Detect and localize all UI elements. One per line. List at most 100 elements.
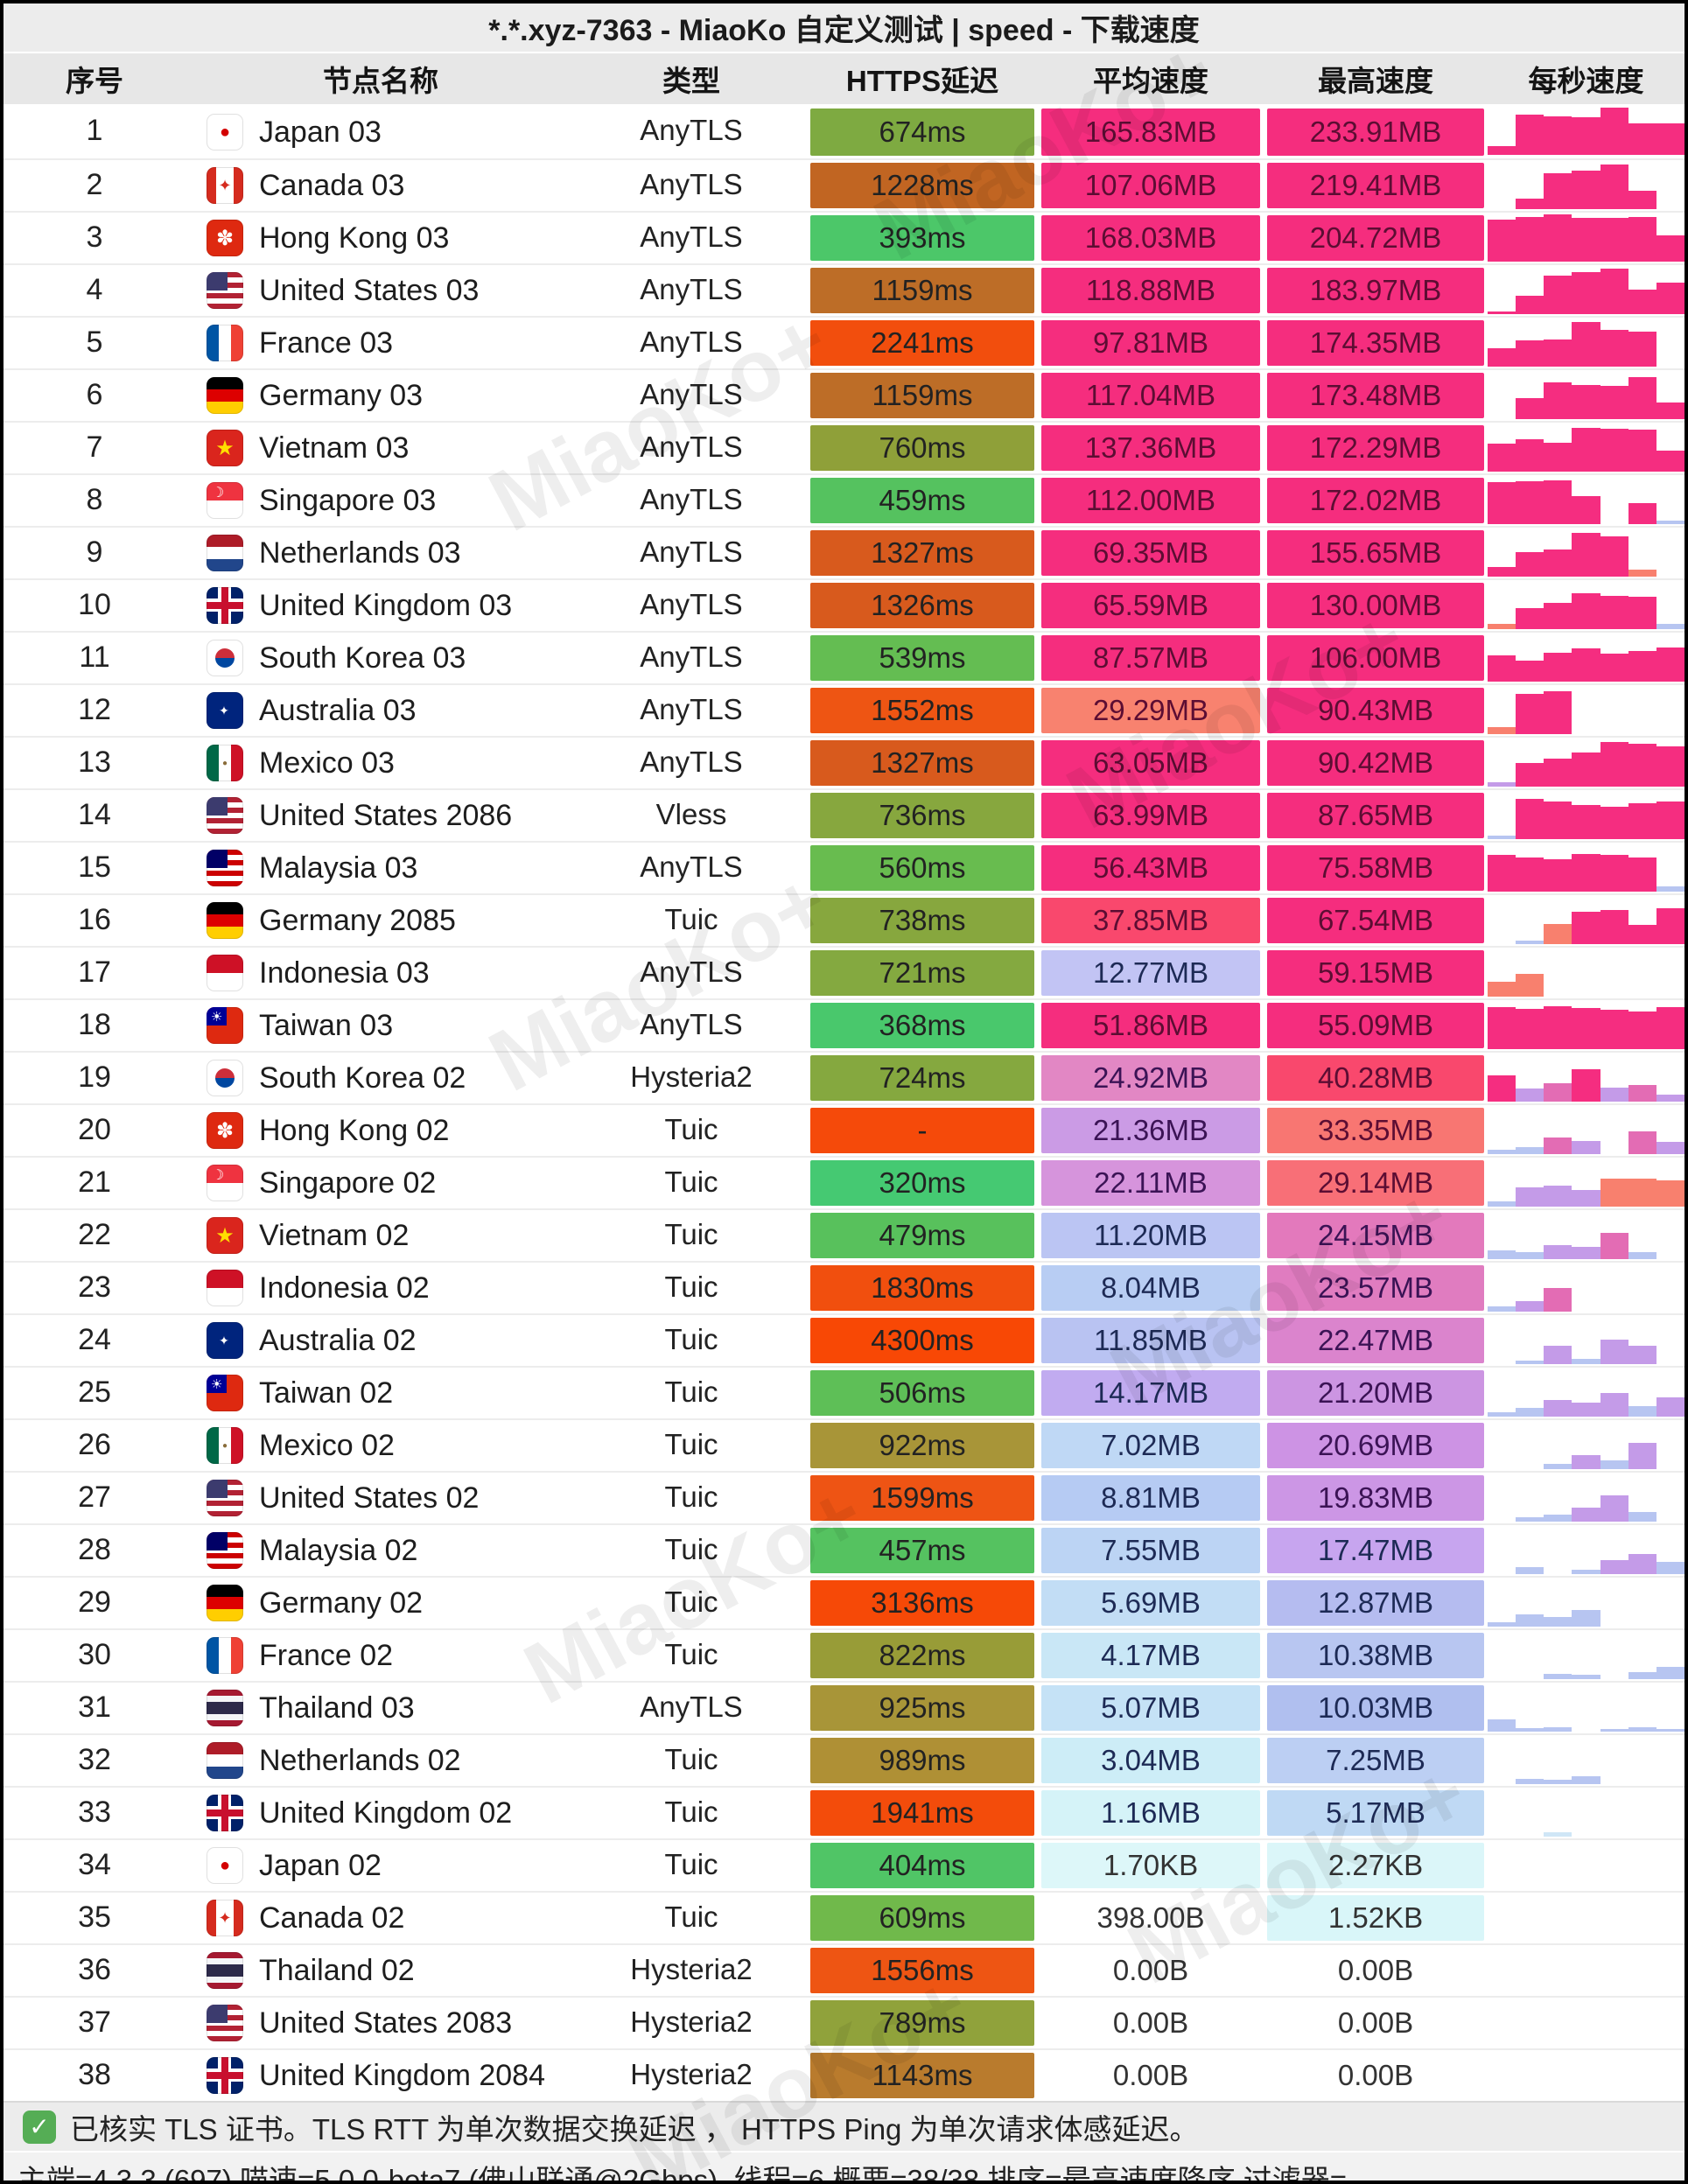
speed-bar xyxy=(1628,1672,1656,1679)
speed-bar xyxy=(1488,220,1516,262)
per-second-speed-chart xyxy=(1488,1998,1684,2047)
row-index: 6 xyxy=(86,378,103,411)
row-index: 24 xyxy=(78,1323,111,1356)
avg-speed-cell: 1.16MB xyxy=(1041,1790,1260,1836)
speed-bar xyxy=(1488,1201,1516,1207)
speed-bar xyxy=(1488,1250,1516,1259)
max-speed-cell: 22.47MB xyxy=(1267,1318,1484,1363)
node-name: United Kingdom 2084 xyxy=(259,2058,546,2092)
speed-bar xyxy=(1488,348,1516,367)
table-row: 30 France 02 Tuic 822ms 4.17MB 10.38MB xyxy=(4,1628,1684,1681)
node-name: France 02 xyxy=(259,1638,394,1672)
row-index: 25 xyxy=(78,1376,111,1409)
max-speed-cell: 1.52KB xyxy=(1267,1895,1484,1941)
per-second-speed-chart xyxy=(1488,160,1684,209)
node-name: Indonesia 03 xyxy=(259,956,430,990)
speed-bar xyxy=(1656,1180,1684,1207)
max-speed-cell: 12.87MB xyxy=(1267,1580,1484,1626)
speed-bar xyxy=(1544,1674,1572,1679)
row-index: 18 xyxy=(78,1008,111,1041)
speed-bar xyxy=(1656,1729,1684,1732)
speed-bar xyxy=(1516,552,1544,577)
speed-bar xyxy=(1628,744,1656,787)
table-row: 19 South Korea 02 Hysteria2 724ms 24.92MB 40.… xyxy=(4,1051,1684,1103)
avg-speed-cell: 63.05MB xyxy=(1041,740,1260,786)
node-name-cell: Indonesia 02 xyxy=(186,1263,576,1313)
latency-cell: 822ms xyxy=(810,1633,1034,1678)
node-name-cell: Australia 02 xyxy=(186,1315,576,1366)
node-name: Japan 02 xyxy=(259,1848,382,1882)
speed-bar xyxy=(1516,1009,1544,1049)
speed-bar xyxy=(1600,1233,1628,1259)
avg-speed-cell: 29.29MB xyxy=(1041,688,1260,733)
speed-bar xyxy=(1572,854,1600,892)
node-name-cell: Indonesia 03 xyxy=(186,948,576,998)
max-speed-cell: 0.00B xyxy=(1267,2000,1484,2046)
speed-bar xyxy=(1544,603,1572,629)
max-speed-cell: 0.00B xyxy=(1267,2053,1484,2098)
node-name: Australia 02 xyxy=(259,1323,417,1357)
node-name: United States 2086 xyxy=(259,798,513,832)
protocol-type: Vless xyxy=(655,798,727,830)
speed-bar xyxy=(1516,1567,1544,1574)
avg-speed-cell: 398.00B xyxy=(1041,1895,1260,1941)
speed-bar xyxy=(1544,859,1572,892)
speed-bar xyxy=(1656,886,1684,892)
node-name-cell: United States 2083 xyxy=(186,1998,576,2048)
max-speed-cell: 219.41MB xyxy=(1267,163,1484,208)
row-index: 22 xyxy=(78,1218,111,1251)
table-row: 32 Netherlands 02 Tuic 989ms 3.04MB 7.25MB xyxy=(4,1733,1684,1786)
max-speed-cell: 23.57MB xyxy=(1267,1265,1484,1311)
row-index: 14 xyxy=(78,798,111,831)
node-name-cell: Hong Kong 02 xyxy=(186,1105,576,1156)
per-second-speed-chart xyxy=(1488,580,1684,629)
speed-bar xyxy=(1516,340,1544,367)
latency-cell: 368ms xyxy=(810,1003,1034,1048)
avg-speed-cell: 165.83MB xyxy=(1041,108,1260,156)
per-second-speed-chart xyxy=(1488,790,1684,839)
speed-bar xyxy=(1656,1562,1684,1574)
speed-bar xyxy=(1656,1667,1684,1679)
flag-germany-icon xyxy=(207,902,243,939)
latency-cell: 1326ms xyxy=(810,583,1034,628)
per-second-speed-chart xyxy=(1488,265,1684,314)
row-index: 2 xyxy=(86,168,103,201)
header-https-latency: HTTPS延迟 xyxy=(845,65,999,97)
node-name-cell: Australia 03 xyxy=(186,685,576,736)
flag-south-korea-icon xyxy=(207,1060,243,1096)
protocol-type: AnyTLS xyxy=(640,220,743,253)
flag-france-icon xyxy=(207,325,243,361)
node-name-cell: United States 02 xyxy=(186,1473,576,1523)
latency-cell: 736ms xyxy=(810,793,1034,838)
row-index: 13 xyxy=(78,746,111,779)
node-name-cell: Mexico 02 xyxy=(186,1420,576,1471)
table-row: 29 Germany 02 Tuic 3136ms 5.69MB 12.87MB xyxy=(4,1576,1684,1628)
node-name: Vietnam 03 xyxy=(259,430,410,465)
speed-bar xyxy=(1516,1187,1544,1207)
footer-note-text: 已核实 TLS 证书。TLS RTT 为单次数据交换延迟 ， HTTPS Pin… xyxy=(70,2112,1199,2146)
protocol-type: Tuic xyxy=(664,1218,718,1250)
speed-bar xyxy=(1656,451,1684,472)
protocol-type: Hysteria2 xyxy=(630,2006,753,2038)
flag-japan-icon xyxy=(207,1847,243,1884)
speed-bar xyxy=(1544,1083,1572,1102)
flag-canada-icon xyxy=(207,167,243,204)
latency-cell: 1552ms xyxy=(810,688,1034,733)
latency-cell: 457ms xyxy=(810,1528,1034,1573)
protocol-type: Tuic xyxy=(664,1113,718,1145)
per-second-speed-chart xyxy=(1488,213,1684,262)
per-second-speed-chart xyxy=(1488,1630,1684,1679)
speed-bar xyxy=(1544,924,1572,944)
speed-bar xyxy=(1544,276,1572,314)
node-name: Canada 02 xyxy=(259,1900,405,1935)
speed-bar xyxy=(1572,1008,1600,1049)
latency-cell: 1143ms xyxy=(810,2053,1034,2098)
max-speed-cell: 10.38MB xyxy=(1267,1633,1484,1678)
latency-cell: 1941ms xyxy=(810,1790,1034,1836)
node-name: United Kingdom 02 xyxy=(259,1796,513,1830)
per-second-speed-chart xyxy=(1488,423,1684,472)
per-second-speed-chart xyxy=(1488,1473,1684,1522)
